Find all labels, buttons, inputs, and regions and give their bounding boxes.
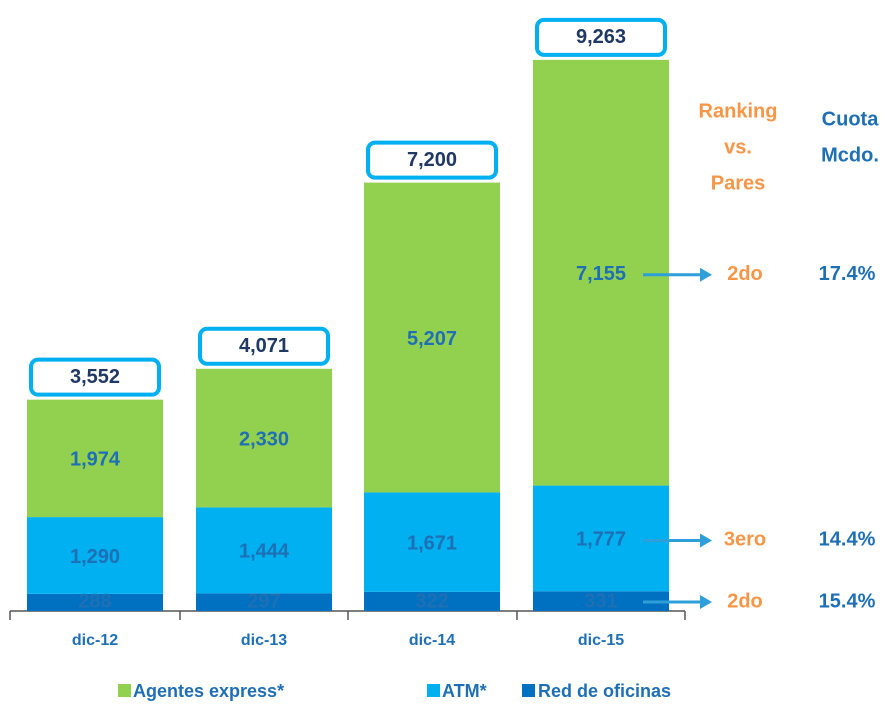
bar-segment	[364, 182, 500, 493]
ranking: 3ero	[724, 529, 766, 551]
bar-segment	[196, 507, 332, 594]
ranking-header: Ranking	[699, 100, 778, 122]
value-label: 322	[415, 590, 448, 612]
legend-label: Red de oficinas	[538, 681, 671, 701]
total-box	[198, 326, 330, 366]
x-tick-label: dic-13	[241, 632, 287, 649]
value-label: 1,290	[70, 546, 120, 568]
total-label: 9,263	[576, 26, 626, 48]
share: 17.4%	[819, 263, 876, 285]
bar-segment	[533, 591, 669, 611]
bar-segment	[364, 591, 500, 611]
share-header: Cuota	[822, 108, 880, 130]
bar-segment	[196, 368, 332, 508]
arrow-head	[700, 595, 712, 609]
value-label: 1,671	[407, 532, 457, 554]
x-tick-label: dic-15	[578, 632, 624, 649]
value-label: 5,207	[407, 328, 457, 350]
legend-swatch	[427, 684, 440, 697]
value-label: 288	[78, 590, 111, 612]
x-tick-label: dic-12	[72, 632, 118, 649]
bar-segment	[27, 593, 163, 611]
arrow-head	[700, 267, 712, 282]
value-label: 1,777	[576, 529, 626, 551]
total-label: 3,552	[70, 366, 120, 388]
ranking: 2do	[727, 590, 763, 612]
share: 14.4%	[819, 529, 876, 551]
total-label: 4,071	[239, 335, 289, 357]
total-label: 7,200	[407, 149, 457, 171]
value-label: 297	[247, 590, 280, 612]
bar-segment	[533, 485, 669, 592]
legend-swatch	[522, 684, 535, 697]
value-label: 1,444	[239, 541, 290, 563]
value-label: 331	[584, 590, 617, 612]
axis	[9, 610, 686, 620]
x-tick-label: dic-14	[409, 632, 455, 649]
total-box	[29, 357, 161, 397]
value-label: 1,974	[70, 449, 121, 471]
value-label: 2,330	[239, 428, 289, 450]
ranking-header: Pares	[711, 172, 766, 194]
ranking-header: vs.	[724, 136, 752, 158]
total-box	[535, 17, 667, 57]
bar-segment	[27, 517, 163, 594]
ranking: 2do	[727, 263, 763, 285]
legend-label: Agentes express*	[133, 681, 284, 701]
arrow-head	[700, 533, 712, 548]
bar-segment	[364, 492, 500, 592]
total-box	[366, 140, 498, 180]
legend-swatch	[118, 684, 131, 697]
value-label: 7,155	[576, 263, 626, 285]
bar-segment	[533, 59, 669, 486]
bar-segment	[27, 399, 163, 518]
bar-segment	[196, 593, 332, 611]
legend-label: ATM*	[442, 681, 487, 701]
share: 15.4%	[819, 590, 876, 612]
share-header: Mcdo.	[821, 144, 879, 166]
